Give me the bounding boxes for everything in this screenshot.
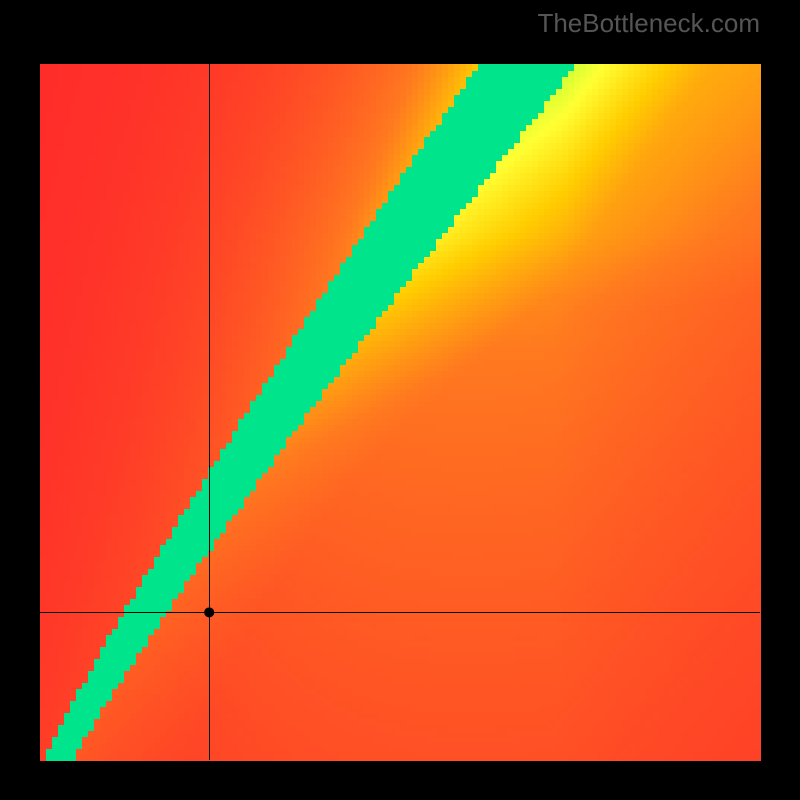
bottleneck-heatmap	[0, 0, 800, 800]
watermark-text: TheBottleneck.com	[537, 8, 760, 39]
chart-container: TheBottleneck.com	[0, 0, 800, 800]
